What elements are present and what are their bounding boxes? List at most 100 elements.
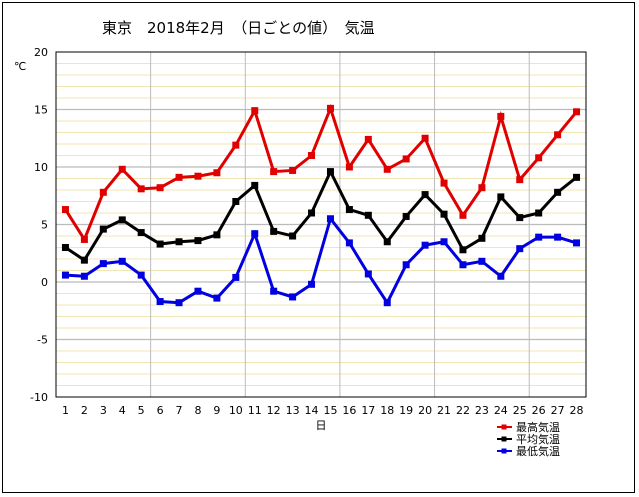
data-point — [516, 176, 524, 184]
data-point — [61, 206, 69, 214]
data-point — [402, 261, 410, 269]
x-tick-label: 7 — [176, 404, 183, 417]
legend-marker — [501, 436, 507, 442]
legend-label: 最高気温 — [516, 420, 560, 434]
legend-label: 最低気温 — [516, 444, 560, 458]
data-point — [383, 238, 391, 246]
data-point — [270, 227, 278, 235]
data-point — [118, 257, 126, 265]
x-tick-label: 11 — [248, 404, 262, 417]
data-point — [118, 216, 126, 224]
plot-area — [55, 51, 587, 398]
x-tick-label: 14 — [305, 404, 319, 417]
x-tick-label: 10 — [229, 404, 243, 417]
data-point — [213, 294, 221, 302]
legend-marker — [501, 424, 507, 430]
x-tick-label: 13 — [286, 404, 300, 417]
series-line — [64, 103, 578, 243]
series-line — [65, 215, 577, 306]
data-point — [421, 134, 429, 142]
data-point — [156, 240, 164, 248]
x-tick-label: 1 — [62, 404, 69, 417]
x-tick-label: 12 — [267, 404, 281, 417]
data-point — [478, 184, 486, 192]
data-point — [573, 239, 581, 247]
x-tick-label: 2 — [81, 404, 88, 417]
data-point — [535, 233, 543, 241]
y-tick-label: -5 — [37, 334, 48, 347]
x-tick-label: 21 — [437, 404, 451, 417]
y-tick-label: 20 — [34, 46, 48, 59]
series — [61, 103, 581, 307]
data-point — [497, 112, 505, 120]
data-point — [345, 206, 353, 214]
data-point — [497, 193, 505, 201]
x-axis-label: 日 — [316, 419, 327, 432]
data-point — [554, 233, 562, 241]
data-point — [516, 214, 524, 222]
data-point — [232, 198, 240, 205]
data-point — [270, 287, 278, 295]
x-tick-label: 18 — [380, 404, 394, 417]
data-point — [232, 141, 240, 149]
data-point — [156, 184, 164, 192]
series-0 — [61, 103, 581, 243]
data-point — [194, 287, 202, 295]
data-point — [440, 179, 448, 187]
data-point — [251, 107, 259, 115]
x-tick-label: 8 — [194, 404, 201, 417]
series-line — [64, 168, 578, 263]
x-tick-label: 3 — [100, 404, 107, 417]
data-point — [573, 173, 581, 181]
data-point — [459, 211, 467, 219]
data-point — [308, 152, 316, 159]
data-point — [459, 261, 467, 269]
x-tick-label: 15 — [323, 404, 337, 417]
data-point — [535, 209, 543, 217]
data-point — [573, 108, 581, 116]
x-tick-labels: 1 2 3 4 5 6 7 8 9 10 11 12 13 14 15 16 17 18 19 20 21 22 23 24 2… — [62, 404, 584, 417]
data-point — [326, 168, 334, 176]
data-point — [289, 232, 297, 240]
y-tick-label: 5 — [41, 219, 48, 232]
data-point — [364, 270, 372, 278]
x-tick-label: 17 — [361, 404, 375, 417]
x-tick-label: 23 — [475, 404, 489, 417]
data-point — [99, 225, 107, 233]
y-tick-labels: 20 15 10 5 0 -5 -10 — [30, 46, 48, 404]
data-point — [175, 299, 183, 307]
data-point — [270, 168, 278, 176]
legend-marker — [501, 448, 507, 454]
y-tick-label: 10 — [34, 161, 48, 174]
data-point — [99, 260, 107, 268]
data-point — [554, 188, 562, 196]
data-point — [459, 246, 467, 254]
chart-title: 東京 2018年2月 （日ごとの値） 気温 — [102, 19, 375, 37]
data-point — [99, 188, 107, 196]
data-point — [308, 209, 316, 217]
x-tick-label: 28 — [570, 404, 584, 417]
data-point — [497, 272, 505, 280]
data-point — [175, 238, 183, 246]
data-point — [421, 191, 429, 199]
data-point — [308, 280, 316, 288]
data-point — [289, 293, 297, 301]
legend-label: 平均気温 — [516, 432, 560, 446]
y-tick-label: 15 — [34, 104, 48, 117]
data-point — [232, 273, 240, 281]
data-point — [478, 257, 486, 265]
x-tick-label: 26 — [532, 404, 546, 417]
data-point — [61, 244, 69, 251]
data-point — [194, 172, 202, 180]
series-2 — [61, 215, 581, 307]
x-tick-label: 9 — [213, 404, 220, 417]
x-tick-label: 19 — [399, 404, 413, 417]
data-point — [516, 245, 524, 253]
data-point — [364, 135, 372, 143]
data-point — [194, 237, 202, 245]
x-tick-label: 4 — [119, 404, 126, 417]
data-point — [364, 211, 372, 219]
data-point — [137, 185, 145, 193]
